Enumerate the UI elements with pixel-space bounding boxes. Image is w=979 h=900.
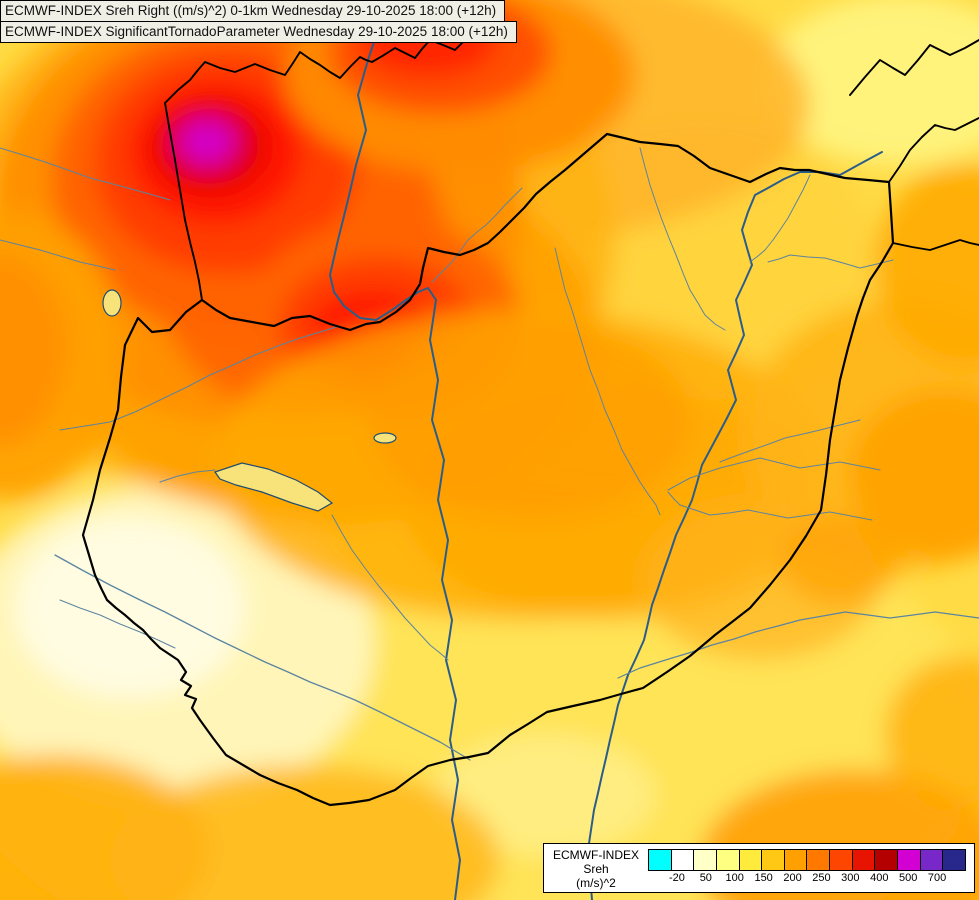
legend-tick-label: 400 bbox=[870, 872, 889, 884]
legend-color-cell bbox=[715, 850, 739, 870]
legend-color-cell bbox=[851, 850, 875, 870]
legend-color-cell bbox=[874, 850, 898, 870]
legend-bar: -20 50 100 150 200 250 300 400 500 700 bbox=[648, 848, 966, 890]
legend-color-cell bbox=[942, 850, 965, 870]
river-zagyva bbox=[554, 247, 661, 516]
legend-color-cell bbox=[761, 850, 784, 870]
border-north-neighbors bbox=[164, 35, 471, 104]
legend-ticks: -20 50 100 150 200 250 300 400 500 700 bbox=[648, 871, 966, 886]
legend-model-label: ECMWF-INDEX bbox=[553, 848, 639, 862]
river-zala bbox=[159, 469, 216, 483]
legend-tick-label: 150 bbox=[754, 872, 773, 884]
river-sajo bbox=[639, 147, 726, 331]
lake-balaton bbox=[214, 462, 334, 512]
legend-color-cell bbox=[649, 850, 671, 870]
river-northwest-1 bbox=[0, 147, 171, 201]
legend-color-cell bbox=[806, 850, 830, 870]
river-tisza bbox=[587, 151, 883, 900]
legend-tick-label: 50 bbox=[699, 872, 712, 884]
country-borders-layer bbox=[81, 35, 979, 807]
river-raba bbox=[59, 325, 341, 431]
border-ukraine-romania bbox=[892, 239, 979, 251]
lakes-layer bbox=[102, 289, 397, 512]
map-title-secondary: ECMWF-INDEX SignificantTornadoParameter … bbox=[0, 21, 517, 43]
border-hungary bbox=[81, 132, 895, 807]
river-koros-north bbox=[667, 457, 881, 491]
river-drava bbox=[54, 554, 471, 761]
legend-tick-label: 200 bbox=[783, 872, 802, 884]
legend-units-label: (m/s)^2 bbox=[576, 876, 616, 890]
legend-tick-label: 250 bbox=[812, 872, 831, 884]
legend-tick-label: 100 bbox=[725, 872, 744, 884]
legend-tick-label: 700 bbox=[927, 872, 947, 884]
legend-tick-label: 500 bbox=[898, 872, 918, 884]
river-bodrog bbox=[749, 174, 811, 263]
legend-color-cell bbox=[897, 850, 920, 870]
legend-color-cell bbox=[829, 850, 852, 870]
border-slovakia-ukraine bbox=[888, 117, 979, 183]
legend-color-cell bbox=[670, 850, 694, 870]
legend-color-cell bbox=[919, 850, 943, 870]
lake-velence bbox=[373, 432, 397, 444]
map-title-primary: ECMWF-INDEX Sreh Right ((m/s)^2) 0-1km W… bbox=[0, 0, 506, 22]
legend-colorbar bbox=[648, 849, 966, 871]
river-northwest-2 bbox=[0, 239, 116, 271]
river-berettyo bbox=[719, 419, 861, 463]
legend-tick-label: 300 bbox=[841, 872, 860, 884]
river-szamos bbox=[767, 254, 894, 269]
river-ipoly bbox=[431, 187, 523, 283]
legend-meta: ECMWF-INDEX Sreh (m/s)^2 bbox=[550, 848, 642, 890]
legend-color-cell bbox=[738, 850, 762, 870]
legend-color-cell bbox=[783, 850, 807, 870]
river-sio bbox=[331, 514, 449, 661]
river-mura bbox=[59, 599, 176, 649]
legend-parameter-label: Sreh bbox=[583, 862, 609, 876]
river-koros-south bbox=[667, 491, 873, 521]
legend-tick-label: -20 bbox=[668, 872, 685, 884]
river-maros bbox=[617, 611, 979, 679]
border-ukraine-poland bbox=[849, 39, 979, 96]
header: ECMWF-INDEX Sreh Right ((m/s)^2) 0-1km W… bbox=[0, 0, 517, 43]
legend: ECMWF-INDEX Sreh (m/s)^2 -20 50 100 150 200 2… bbox=[543, 843, 975, 893]
border-austria-slovakia bbox=[164, 102, 203, 301]
river-danube bbox=[329, 0, 461, 900]
legend-color-cell bbox=[693, 850, 716, 870]
lake-ferto bbox=[102, 289, 122, 317]
